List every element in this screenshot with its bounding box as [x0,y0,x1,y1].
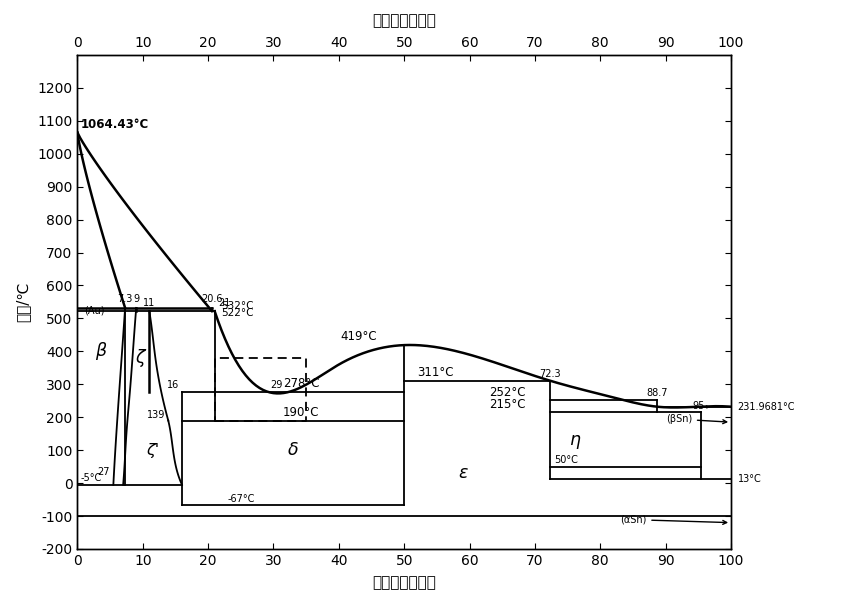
Text: 419°C: 419°C [341,330,377,343]
Text: 21: 21 [218,298,230,307]
Text: ζ: ζ [135,349,144,367]
Text: 88.7: 88.7 [647,389,668,398]
Text: 20.6: 20.6 [201,293,223,304]
Text: 27: 27 [97,467,110,476]
Text: η: η [568,431,580,450]
Text: 139: 139 [147,409,166,420]
Text: ζ': ζ' [146,443,159,458]
Text: 190°C: 190°C [283,406,319,419]
Text: 252°C: 252°C [489,386,525,399]
Text: -67°C: -67°C [227,494,255,504]
Text: 11: 11 [143,298,156,307]
Text: 231.9681°C: 231.9681°C [738,402,795,412]
Text: 532°C: 532°C [221,301,254,311]
Text: 311°C: 311°C [417,367,454,379]
Text: 50°C: 50°C [555,455,579,465]
Text: 16: 16 [167,380,179,390]
X-axis label: 锡的重量百分比: 锡的重量百分比 [372,13,436,28]
Text: 215°C: 215°C [489,398,525,411]
Text: 9: 9 [133,293,139,304]
Text: 29: 29 [270,380,283,390]
Text: (Au): (Au) [84,306,104,316]
Text: ε: ε [458,464,468,483]
Text: (βSn): (βSn) [666,414,727,424]
Text: -5°C: -5°C [81,473,102,484]
Text: δ: δ [288,441,298,459]
X-axis label: 锡的原子百分比: 锡的原子百分比 [372,575,436,590]
Text: 13°C: 13°C [738,474,761,484]
Text: 7.3: 7.3 [118,293,132,304]
Text: 278°C: 278°C [283,377,319,390]
Text: 95₄: 95₄ [693,401,709,411]
Text: 522°C: 522°C [221,308,254,318]
Text: (αSn): (αSn) [620,515,727,525]
Text: β: β [95,342,106,361]
Text: 72.3: 72.3 [539,369,561,379]
Text: 1064.43°C: 1064.43°C [81,118,149,131]
Y-axis label: 温度/℃: 温度/℃ [15,282,30,322]
